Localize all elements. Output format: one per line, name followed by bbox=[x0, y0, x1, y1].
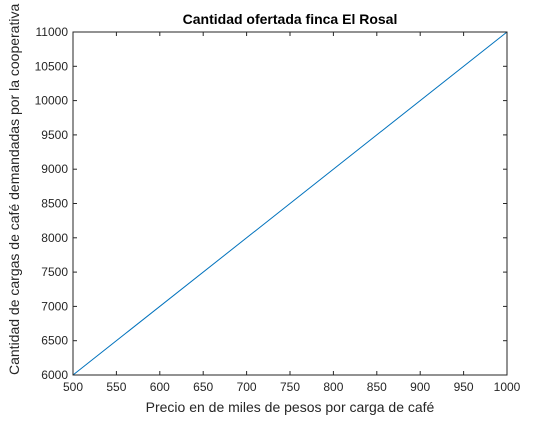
x-tick-label: 900 bbox=[410, 380, 430, 394]
y-tick-label: 6500 bbox=[41, 334, 68, 348]
y-tick-label: 7000 bbox=[41, 299, 68, 313]
x-tick-label: 700 bbox=[237, 380, 257, 394]
x-tick-label: 650 bbox=[193, 380, 213, 394]
y-tick-label: 9000 bbox=[41, 162, 68, 176]
y-tick-label: 10500 bbox=[35, 59, 69, 73]
y-tick-label: 10000 bbox=[35, 94, 69, 108]
x-axis-ticks: 500 550 600 650 700 750 800 850 900 950 1000 bbox=[63, 32, 521, 394]
x-tick-label: 550 bbox=[106, 380, 126, 394]
chart-title: Cantidad ofertada finca El Rosal bbox=[183, 11, 398, 27]
y-tick-label: 6000 bbox=[41, 368, 68, 382]
y-tick-label: 8000 bbox=[41, 231, 68, 245]
y-tick-label: 7500 bbox=[41, 265, 68, 279]
x-tick-label: 950 bbox=[454, 380, 474, 394]
series-line bbox=[72, 31, 508, 376]
x-axis-label: Precio en de miles de pesos por carga de… bbox=[146, 399, 435, 415]
series-layer bbox=[72, 31, 508, 376]
x-tick-label: 500 bbox=[63, 380, 83, 394]
x-tick-label: 750 bbox=[280, 380, 300, 394]
x-tick-label: 800 bbox=[323, 380, 343, 394]
y-axis-ticks: 6000 6500 7000 7500 8000 8500 9000 9500 10000 105… bbox=[35, 25, 507, 382]
x-tick-label: 600 bbox=[150, 380, 170, 394]
y-tick-label: 11000 bbox=[36, 25, 69, 39]
y-axis-label: Cantidad de cargas de café demandadas po… bbox=[6, 0, 22, 375]
y-tick-label: 9500 bbox=[41, 128, 68, 142]
y-tick-label: 8500 bbox=[41, 197, 68, 211]
plot-area-frame bbox=[72, 31, 508, 376]
x-tick-label: 1000 bbox=[494, 380, 521, 394]
x-tick-label: 850 bbox=[367, 380, 387, 394]
